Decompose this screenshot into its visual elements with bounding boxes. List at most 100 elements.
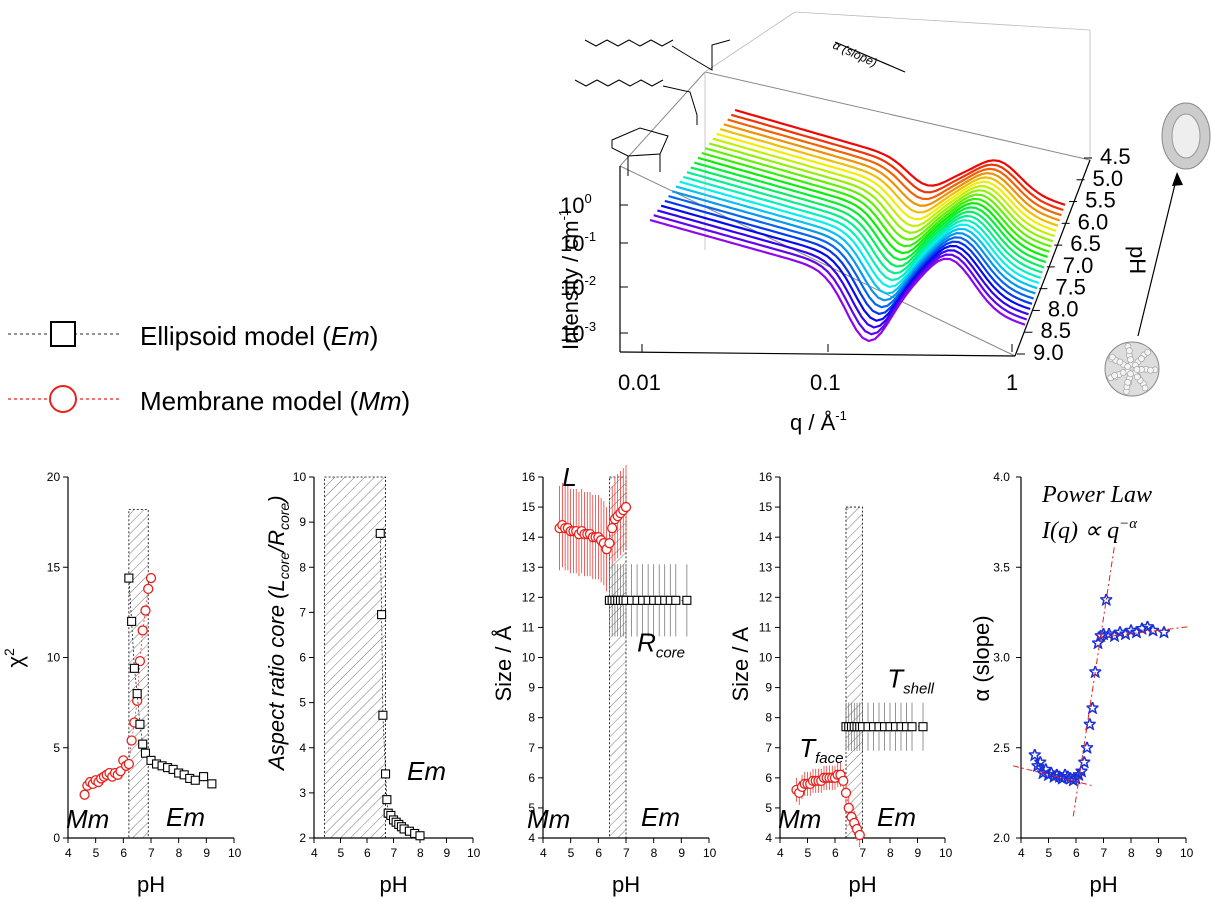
x-tick-label: 10 <box>467 846 481 860</box>
y-tick-label: 3 <box>299 786 306 800</box>
fit-line <box>1097 626 1189 639</box>
data-point-circle <box>79 789 90 800</box>
x-tick-label: 10 <box>228 846 242 860</box>
intensity-curve <box>693 161 1047 264</box>
vesicle-inner <box>1171 113 1201 159</box>
z-tick-label: 5.0 <box>1093 166 1124 191</box>
data-point-circle <box>607 522 618 534</box>
y-tick-label: 10 <box>522 651 536 665</box>
annotation-Tshell: Tshell <box>887 664 934 698</box>
micelle-bead <box>1116 358 1124 366</box>
power-law-title: Power Law <box>1041 482 1152 508</box>
data-point-square <box>127 616 137 626</box>
intensity-curve <box>708 142 1054 243</box>
y-axis-label: Aspect ratio core (Lcore/Rcore) <box>264 495 292 772</box>
data-point-circle <box>143 583 154 595</box>
y-tick-label: 9 <box>299 515 306 529</box>
model-label-mm: Mm <box>66 804 109 834</box>
box-back-edge <box>794 11 1091 31</box>
data-point-circle <box>137 625 148 636</box>
intensity-curve <box>675 185 1038 295</box>
y-tick-label: 16 <box>522 470 536 484</box>
micelle-bead <box>1138 355 1145 362</box>
top-3d-chart <box>574 11 1211 397</box>
x-tick-label: 7 <box>148 846 155 860</box>
data-point-circle <box>123 758 135 770</box>
y-tick-label: 11 <box>522 620 535 634</box>
y-tick-label: 8 <box>765 711 772 725</box>
y-tick-label: 15 <box>47 560 61 574</box>
glycoside-link <box>662 85 698 125</box>
z-tick-label: 7.5 <box>1055 275 1086 300</box>
x-tick-label: 4 <box>311 846 318 860</box>
data-point-square <box>375 528 385 538</box>
box-back-edge <box>704 11 796 73</box>
y-axis-label: Size / Å <box>491 625 516 701</box>
z-tick-label: 8.0 <box>1048 296 1079 321</box>
x-axis-label: pH <box>1090 872 1118 897</box>
y-tick-label: 3.0 <box>993 651 1010 665</box>
x-tick-label: 0.1 <box>810 370 841 395</box>
y-tick-label: 11 <box>759 620 772 634</box>
x-tick-label: 7 <box>1101 846 1108 860</box>
panel-3 <box>538 464 710 843</box>
y-tick-label: 7 <box>528 741 535 755</box>
fit-line <box>1072 545 1115 817</box>
legend-mm-label: Membrane model (Mm) <box>140 386 410 416</box>
top-xlabel: q / Å-1 <box>790 408 847 435</box>
y-tick-label: 7 <box>765 741 772 755</box>
x-tick-label: 10 <box>703 846 717 860</box>
model-label-em: Em <box>877 802 916 832</box>
intensity-curve <box>649 218 1026 343</box>
sugar-ring <box>611 127 669 157</box>
x-tick-label: 6 <box>364 846 371 860</box>
x-tick-label: 5 <box>93 846 100 860</box>
x-tick-label: 9 <box>1156 846 1163 860</box>
x-tick-label: 5 <box>338 846 345 860</box>
micelle-bead <box>1141 384 1149 392</box>
intensity-curve <box>686 171 1043 275</box>
x-tick-label: 9 <box>915 846 922 860</box>
z-tick-label: 8.5 <box>1040 318 1071 343</box>
box-edge <box>704 71 1091 161</box>
data-point-circle <box>843 802 854 814</box>
model-label-mm: Mm <box>778 804 821 834</box>
data-point-circle <box>140 605 151 616</box>
shaded-transition-region <box>324 476 386 839</box>
y-axis-label: χ2 <box>1 648 28 668</box>
ester-link <box>671 39 731 71</box>
x-tick-label: 6 <box>120 846 127 860</box>
model-label-mm: Mm <box>527 804 570 834</box>
intensity-curve <box>660 204 1031 322</box>
data-point-square <box>140 748 151 758</box>
x-tick-label: 5 <box>805 846 812 860</box>
x-tick-label: 10 <box>939 846 953 860</box>
y-tick-label: 4 <box>765 831 772 845</box>
x-tick-label: 6 <box>1073 846 1080 860</box>
data-point-circle <box>134 655 146 667</box>
panel-1 <box>63 476 235 843</box>
legend-em-label: Ellipsoid model (Em) <box>140 321 378 351</box>
y-tick-label: 5 <box>765 801 772 815</box>
intensity-curve <box>679 180 1040 289</box>
panel-4 <box>775 476 946 848</box>
legend-mm-marker <box>49 385 77 413</box>
intensity-curve <box>690 166 1045 269</box>
y-tick-label: 10 <box>47 651 61 665</box>
y-tick-label: 5 <box>53 741 60 755</box>
x-tick-label: 7 <box>860 846 867 860</box>
y-tick-label: 13 <box>759 560 773 574</box>
x-tick-label: 1 <box>1006 370 1018 395</box>
intensity-curve <box>697 156 1048 258</box>
data-point-circle <box>620 501 632 513</box>
data-point-square <box>682 595 692 605</box>
micelle-bead <box>1124 379 1131 386</box>
x-tick-label: 10 <box>1180 846 1194 860</box>
micelle-bead <box>1133 366 1141 373</box>
fatty-chain <box>574 79 664 87</box>
data-point-square <box>132 689 142 699</box>
top-ylabel: Intensity / cm-1 <box>556 209 583 350</box>
micelle-bead <box>1144 348 1152 356</box>
y-tick-label: 14 <box>759 530 773 544</box>
y-tick-label: 12 <box>759 590 773 604</box>
